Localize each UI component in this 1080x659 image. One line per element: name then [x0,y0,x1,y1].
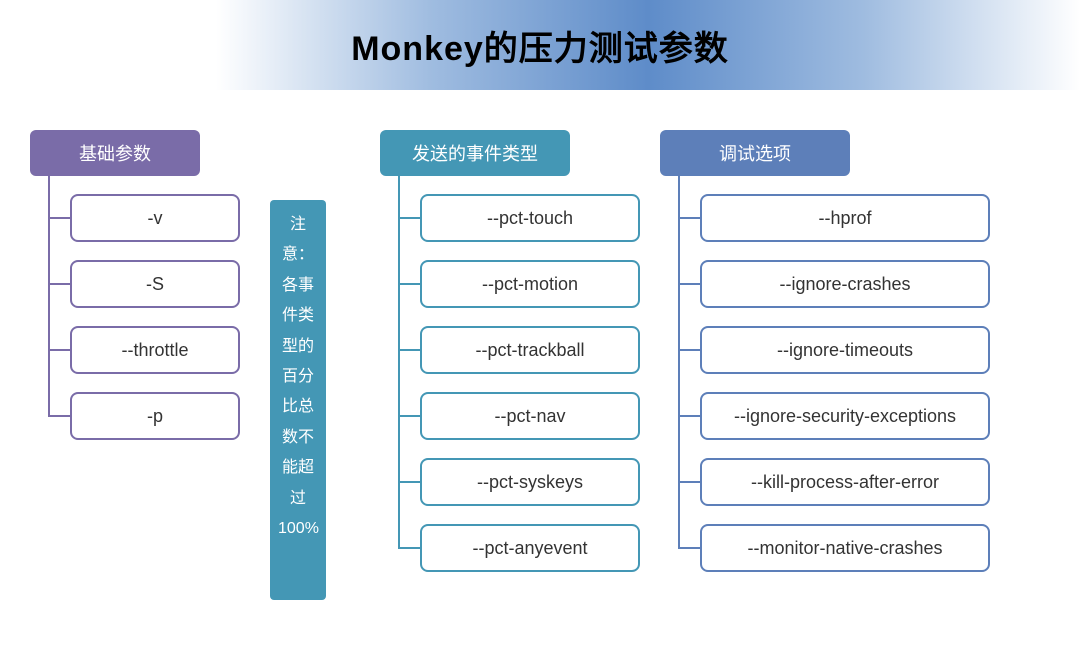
list-item: --kill-process-after-error [660,458,990,506]
bracket-debug: --hprof --ignore-crashes --ignore-timeouts… [660,194,990,572]
list-item: --throttle [30,326,240,374]
list-item: --pct-nav [380,392,640,440]
connector [398,283,420,285]
column-header-debug: 调试选项 [660,130,850,176]
column-header-basic: 基础参数 [30,130,200,176]
param-box: --pct-anyevent [420,524,640,572]
connector [678,547,700,549]
column-header-events: 发送的事件类型 [380,130,570,176]
column-debug: 调试选项 --hprof --ignore-crashes --ignore-time… [660,130,990,590]
param-box: -v [70,194,240,242]
param-box: --throttle [70,326,240,374]
param-box: --hprof [700,194,990,242]
param-box: --pct-motion [420,260,640,308]
connector [678,415,700,417]
list-item: --hprof [660,194,990,242]
list-item: --monitor-native-crashes [660,524,990,572]
list-item: --ignore-timeouts [660,326,990,374]
column-basic: 基础参数 -v -S --throttle -p [30,130,240,458]
list-item: --pct-trackball [380,326,640,374]
param-box: --pct-touch [420,194,640,242]
connector [678,283,700,285]
connector [398,481,420,483]
list-item: -v [30,194,240,242]
connector [48,349,70,351]
bracket-basic: -v -S --throttle -p [30,194,240,440]
page-title: Monkey的压力测试参数 [351,21,729,70]
bracket-stub-basic [48,176,50,194]
list-item: --pct-anyevent [380,524,640,572]
connector [398,415,420,417]
list-item: --ignore-crashes [660,260,990,308]
param-box: --pct-syskeys [420,458,640,506]
bracket-events: --pct-touch --pct-motion --pct-trackball --… [380,194,640,572]
bracket-stub-events [398,176,400,194]
connector [678,217,700,219]
param-box: --ignore-security-exceptions [700,392,990,440]
list-item: --pct-touch [380,194,640,242]
list-item: -S [30,260,240,308]
param-box: --monitor-native-crashes [700,524,990,572]
connector [398,217,420,219]
connector [48,283,70,285]
param-box: -S [70,260,240,308]
param-box: --pct-trackball [420,326,640,374]
connector [398,349,420,351]
connector [48,217,70,219]
column-events: 发送的事件类型 --pct-touch --pct-motion --pct-trac… [310,130,640,590]
connector [48,415,70,417]
list-item: --ignore-security-exceptions [660,392,990,440]
list-item: --pct-syskeys [380,458,640,506]
param-box: --ignore-crashes [700,260,990,308]
param-box: --ignore-timeouts [700,326,990,374]
param-box: --kill-process-after-error [700,458,990,506]
bracket-stub-debug [678,176,680,194]
connector [398,547,420,549]
param-box: -p [70,392,240,440]
connector [678,349,700,351]
param-box: --pct-nav [420,392,640,440]
list-item: --pct-motion [380,260,640,308]
title-bar: Monkey的压力测试参数 [0,0,1080,90]
content-area: 注意：各事件类型的百分比总数不能超过100% 基础参数-v-S--throttl… [0,90,1080,659]
connector [678,481,700,483]
list-item: -p [30,392,240,440]
